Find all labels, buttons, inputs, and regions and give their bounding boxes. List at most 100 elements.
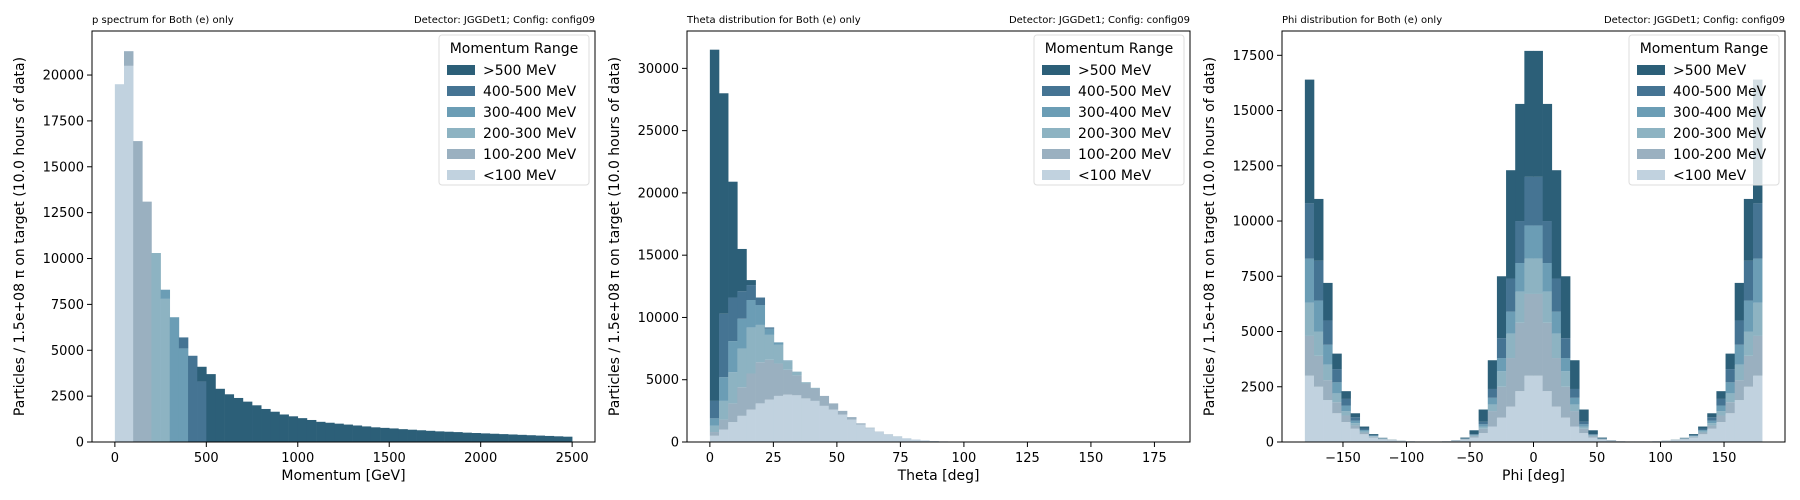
bar	[737, 291, 747, 319]
bar	[224, 394, 235, 442]
legend-swatch	[1042, 128, 1070, 138]
bar	[1707, 423, 1717, 426]
bar	[1341, 391, 1351, 399]
legend-label: 100-200 MeV	[483, 147, 577, 163]
bar	[1707, 413, 1717, 418]
bar	[1506, 333, 1516, 359]
y-tick-label: 30000	[638, 62, 679, 77]
bar	[1542, 291, 1553, 323]
bar	[783, 361, 793, 370]
bar	[783, 360, 793, 362]
bar	[728, 341, 738, 373]
bar	[1304, 302, 1315, 336]
bar	[1506, 170, 1516, 279]
bar	[1716, 405, 1726, 412]
bar	[1698, 431, 1708, 433]
bar	[719, 400, 729, 420]
bar	[1570, 360, 1580, 389]
bar	[1323, 380, 1333, 401]
bar	[1688, 434, 1699, 436]
bar	[865, 428, 875, 442]
bar	[1588, 435, 1598, 437]
bar	[416, 430, 427, 442]
bar	[1524, 176, 1534, 226]
bar	[1698, 428, 1708, 431]
bar	[810, 388, 820, 401]
bar	[1332, 369, 1342, 383]
bar	[1487, 388, 1498, 398]
bar	[1487, 397, 1498, 405]
bar	[361, 426, 372, 442]
y-tick-label: 5000	[646, 373, 679, 388]
bar	[169, 317, 180, 442]
x-tick-label: 125	[1015, 451, 1040, 466]
legend-swatch	[1042, 107, 1070, 117]
bar	[1579, 424, 1589, 427]
bar	[1396, 440, 1406, 442]
legend-title: Momentum Range	[450, 41, 579, 57]
bar	[1478, 424, 1489, 427]
bar	[1487, 404, 1498, 412]
y-axis-label: Particles / 1.5e+08 π on target (10.0 ho…	[12, 57, 28, 416]
bar	[1734, 364, 1745, 381]
bar	[1725, 369, 1735, 383]
bar	[1588, 434, 1598, 435]
bar	[728, 422, 738, 442]
bar	[1688, 437, 1699, 442]
bar	[1542, 103, 1553, 222]
bar	[1506, 358, 1516, 407]
bar	[755, 362, 766, 404]
legend-title: Momentum Range	[1045, 41, 1174, 57]
bar	[1323, 282, 1333, 321]
bar	[462, 432, 472, 442]
bar	[1752, 375, 1763, 442]
bar	[709, 400, 720, 419]
bar	[1743, 300, 1754, 332]
bar	[728, 181, 738, 298]
x-tick-label: 75	[892, 451, 909, 466]
legend-label: 400-500 MeV	[483, 84, 577, 100]
bar	[773, 395, 784, 442]
bar	[1460, 439, 1470, 442]
bar	[1341, 405, 1351, 412]
bar	[783, 369, 793, 395]
bar	[1725, 353, 1735, 370]
legend: Momentum Range >500 MeV 400-500 MeV 300-400…	[438, 34, 590, 186]
bar	[1332, 382, 1342, 394]
bar	[526, 435, 536, 442]
bar	[1323, 400, 1333, 442]
bar	[242, 401, 253, 442]
bar	[1350, 413, 1361, 418]
legend-swatch	[1637, 107, 1665, 117]
bar	[1469, 435, 1479, 437]
bar	[773, 344, 784, 364]
x-tick-label: 100	[951, 451, 976, 466]
bar	[1588, 430, 1598, 435]
bar	[1350, 417, 1361, 421]
bar	[1368, 437, 1379, 442]
bar	[1606, 440, 1617, 442]
bar	[1469, 434, 1479, 435]
bars	[709, 49, 1022, 442]
bar	[1725, 413, 1735, 442]
bar	[865, 427, 875, 429]
bar	[178, 348, 189, 442]
legend-swatch	[447, 170, 475, 180]
bar	[1524, 375, 1534, 442]
y-tick-label: 2500	[1241, 380, 1274, 395]
y-tick-label: 12500	[1233, 159, 1274, 174]
y-tick-label: 7500	[1241, 270, 1274, 285]
y-tick-label: 20000	[638, 186, 679, 201]
bar	[847, 417, 857, 420]
bar	[837, 414, 848, 442]
bar	[306, 419, 317, 442]
legend-label: >500 MeV	[1673, 63, 1747, 79]
bar	[398, 429, 408, 442]
chart-title: p spectrum for Both (e) only	[92, 15, 234, 26]
bar	[1670, 440, 1681, 442]
x-tick-label: 50	[829, 451, 846, 466]
legend-swatch	[447, 86, 475, 96]
bar	[1359, 434, 1370, 442]
bar	[343, 424, 353, 442]
bar	[883, 434, 894, 442]
